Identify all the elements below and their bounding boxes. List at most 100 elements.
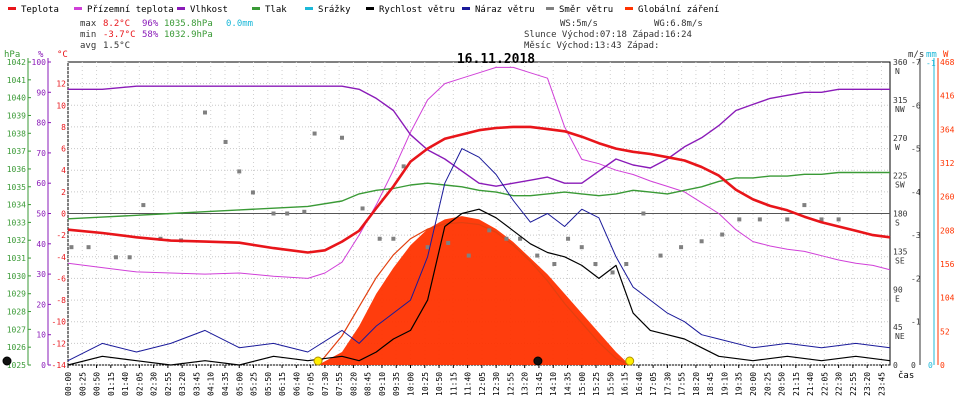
c-tick-label: -14 <box>52 361 67 370</box>
ms-tick-label: -5 <box>911 145 921 154</box>
time-tick-label: 07:55 <box>335 372 344 396</box>
time-tick-label: 01:15 <box>107 372 116 396</box>
wind-direction-point <box>518 236 523 241</box>
time-tick-label: 11:15 <box>449 372 458 396</box>
ms-tick-label: -4 <box>911 188 921 197</box>
hpa-tick-label: 1035 <box>7 183 26 192</box>
time-tick-label: 08:20 <box>349 372 358 396</box>
unit-hpa: hPa <box>4 50 20 60</box>
wind-direction-point <box>285 211 290 216</box>
dir-tick-name: S <box>895 219 900 228</box>
wind-direction-point <box>658 253 663 258</box>
legend-label: Směr větru <box>559 5 613 15</box>
time-tick-label: 09:10 <box>378 372 387 396</box>
dir-tick-label: 225 <box>893 172 908 181</box>
stats-min-hum: 58% <box>142 30 159 40</box>
legend-label: Přízemní teplota <box>87 5 174 15</box>
ms-tick-label: 0 <box>911 361 916 370</box>
stats-min-press: 1032.9hPa <box>164 30 213 40</box>
wind-direction-point <box>312 131 317 136</box>
wind-direction-point <box>552 262 557 266</box>
pct-tick-label: 0 <box>41 361 46 370</box>
unit-time: čas <box>898 370 914 381</box>
hpa-tick-label: 1042 <box>7 58 26 67</box>
legend-label: Rychlost větru <box>379 5 455 15</box>
time-tick-label: 20:25 <box>763 372 772 396</box>
wind-direction-point <box>446 240 451 245</box>
stats-min-label: min <box>80 30 96 40</box>
time-tick-label: 03:20 <box>178 372 187 396</box>
time-tick-label: 12:55 <box>506 372 515 396</box>
dir-tick-name: SW <box>895 181 905 190</box>
wind-direction-point <box>487 228 492 233</box>
c-tick-label: 2 <box>61 188 66 197</box>
time-tick-label: 02:30 <box>150 372 159 396</box>
wind-direction-point <box>141 203 146 208</box>
wind-direction-point <box>360 206 365 211</box>
unit-mm: mm <box>926 50 937 60</box>
pct-tick-label: 90 <box>36 88 46 97</box>
c-tick-label: 4 <box>61 166 66 175</box>
wind-direction-point <box>113 255 118 260</box>
stats-avg-label: avg <box>80 41 96 51</box>
legend-swatch <box>177 7 185 10</box>
time-tick-label: 00:25 <box>78 372 87 396</box>
plot-area <box>2 66 891 366</box>
w-tick-label: 468 <box>940 58 955 67</box>
c-tick-label: 0 <box>61 210 66 219</box>
dir-tick-name: N <box>895 67 900 76</box>
legend-swatch <box>366 7 374 10</box>
unit-c: °C <box>57 50 68 60</box>
dir-tick-name: E <box>895 294 900 303</box>
time-tick-label: 15:00 <box>578 372 587 396</box>
unit-pct: % <box>38 50 44 60</box>
series-temperature <box>67 125 891 254</box>
stats-max-hum: 96% <box>142 19 159 29</box>
wind-direction-point <box>720 232 725 237</box>
time-tick-label: 23:20 <box>863 372 872 396</box>
hpa-tick-label: 1040 <box>7 94 26 103</box>
dir-tick-label: 90 <box>893 285 903 294</box>
stats-max-label: max <box>80 19 97 29</box>
time-tick-label: 17:05 <box>649 372 658 396</box>
c-tick-label: 10 <box>56 101 66 110</box>
wind-direction-point <box>391 236 396 241</box>
stats-wg: WG:6.8m/s <box>654 19 703 29</box>
moonrise-marker <box>533 356 543 366</box>
hpa-tick-label: 1027 <box>7 325 26 334</box>
time-tick-label: 21:15 <box>792 372 801 396</box>
legend-swatch <box>625 7 633 10</box>
hpa-tick-label: 1025 <box>7 361 26 370</box>
wind-direction-point <box>86 245 91 250</box>
hpa-tick-label: 1031 <box>7 254 26 263</box>
c-tick-label: -4 <box>56 253 66 262</box>
time-tick-label: 10:25 <box>421 372 430 396</box>
wind-direction-point <box>127 255 132 260</box>
pct-tick-label: 80 <box>36 119 46 128</box>
pct-tick-label: 20 <box>36 300 46 309</box>
series-radiation-area <box>318 216 630 365</box>
wind-direction-point <box>737 217 742 222</box>
wind-direction-point <box>401 164 406 169</box>
c-tick-label: -2 <box>56 231 66 240</box>
time-tick-label: 22:55 <box>849 372 858 396</box>
chart-date: 16.11.2018 <box>457 52 535 67</box>
time-tick-label: 03:45 <box>192 372 201 396</box>
series-wind-gust <box>67 148 891 362</box>
ms-tick-label: -3 <box>911 231 921 240</box>
w-tick-label: 104 <box>940 294 955 303</box>
ms-tick-label: -1 <box>911 318 921 327</box>
time-tick-label: 05:50 <box>264 372 273 396</box>
c-tick-label: -8 <box>56 296 66 305</box>
time-tick-label: 04:10 <box>207 372 216 396</box>
moon-marker-left <box>2 356 12 366</box>
legend-label: Náraz větru <box>475 5 535 15</box>
time-tick-label: 10:50 <box>435 372 444 396</box>
time-tick-label: 06:15 <box>278 372 287 396</box>
hpa-tick-label: 1029 <box>7 290 26 299</box>
stats-avg-temp: 1.5°C <box>103 41 130 51</box>
time-tick-label: 11:40 <box>464 372 473 396</box>
dir-tick-label: 135 <box>893 247 908 256</box>
